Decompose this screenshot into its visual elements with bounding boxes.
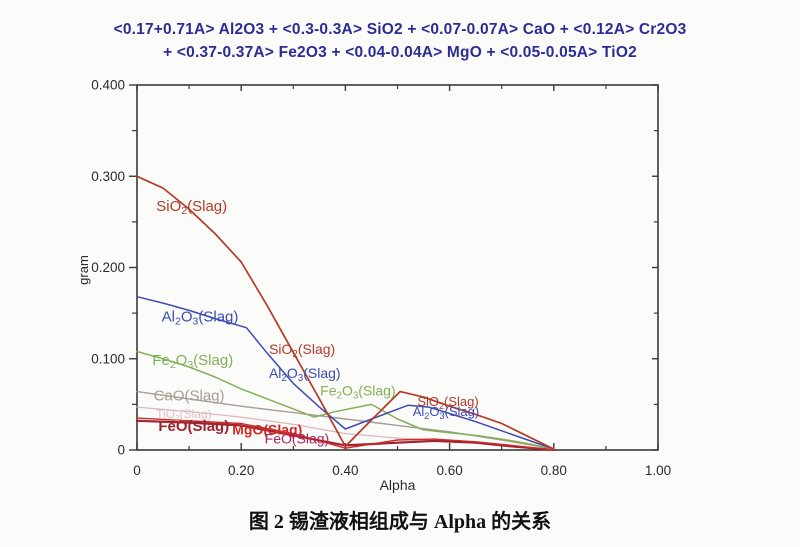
y-tick-label: 0.200	[91, 260, 125, 275]
y-tick-label: 0.100	[91, 351, 125, 366]
curve-mgoslag	[136, 417, 555, 451]
y-tick-label: 0.300	[91, 169, 125, 184]
x-tick-label: 0.40	[332, 463, 358, 478]
x-tick-label: 1.00	[645, 463, 671, 478]
series-label: SiO2​(Slag)	[417, 394, 478, 411]
x-axis-title: Alpha	[380, 477, 416, 493]
x-tick-label: 0	[133, 463, 141, 478]
curve-fe2o3slag	[136, 350, 555, 450]
series-label: FeO(Slag)	[265, 431, 330, 447]
series-label: Al2​O3​(Slag)	[413, 404, 480, 421]
series-label: SiO2​(Slag)	[156, 198, 227, 217]
y-tick-label: 0.400	[91, 78, 125, 93]
y-tick-label: 0	[117, 443, 125, 458]
y-axis-title: gram	[76, 255, 91, 285]
slag-composition-chart: 0 0.20 0.40 0.60 0.80 1.00 0 0.100 0.200 0.300 0.4…	[76, 78, 671, 494]
x-tick-label: 0.80	[541, 463, 567, 478]
series-label: SiO2​(Slag)	[269, 341, 335, 360]
chart-title-block: <0.17+0.71A> Al2O3 + <0.3-0.3A> SiO2 + <…	[0, 18, 800, 64]
series-label: Al2​O3​(Slag)	[269, 365, 341, 384]
curve-sio2slag	[136, 175, 555, 450]
chart-title-line-1: <0.17+0.71A> Al2O3 + <0.3-0.3A> SiO2 + <…	[113, 21, 687, 38]
series-label: Fe2​O3​(Slag)	[320, 382, 396, 401]
series-label: CaO(Slag)	[154, 388, 225, 405]
x-tick-label: 0.20	[228, 463, 254, 478]
series-label: FeO(Slag)	[158, 418, 229, 435]
series-label: Al2​O3​(Slag)	[162, 308, 239, 327]
series-label: Fe2​O3​(Slag)	[152, 352, 233, 371]
x-tick-label: 0.60	[436, 463, 462, 478]
curve-al2o3slag	[136, 295, 555, 450]
series-label: TiO2​(Slag)	[156, 407, 212, 423]
chart-title-line-2: + <0.37-0.37A> Fe2O3 + <0.04-0.04A> MgO …	[163, 44, 637, 61]
figure-caption: 图 2 锡渣液相组成与 Alpha 的关系	[248, 511, 552, 533]
series-label: MgO(Slag)	[232, 421, 302, 437]
